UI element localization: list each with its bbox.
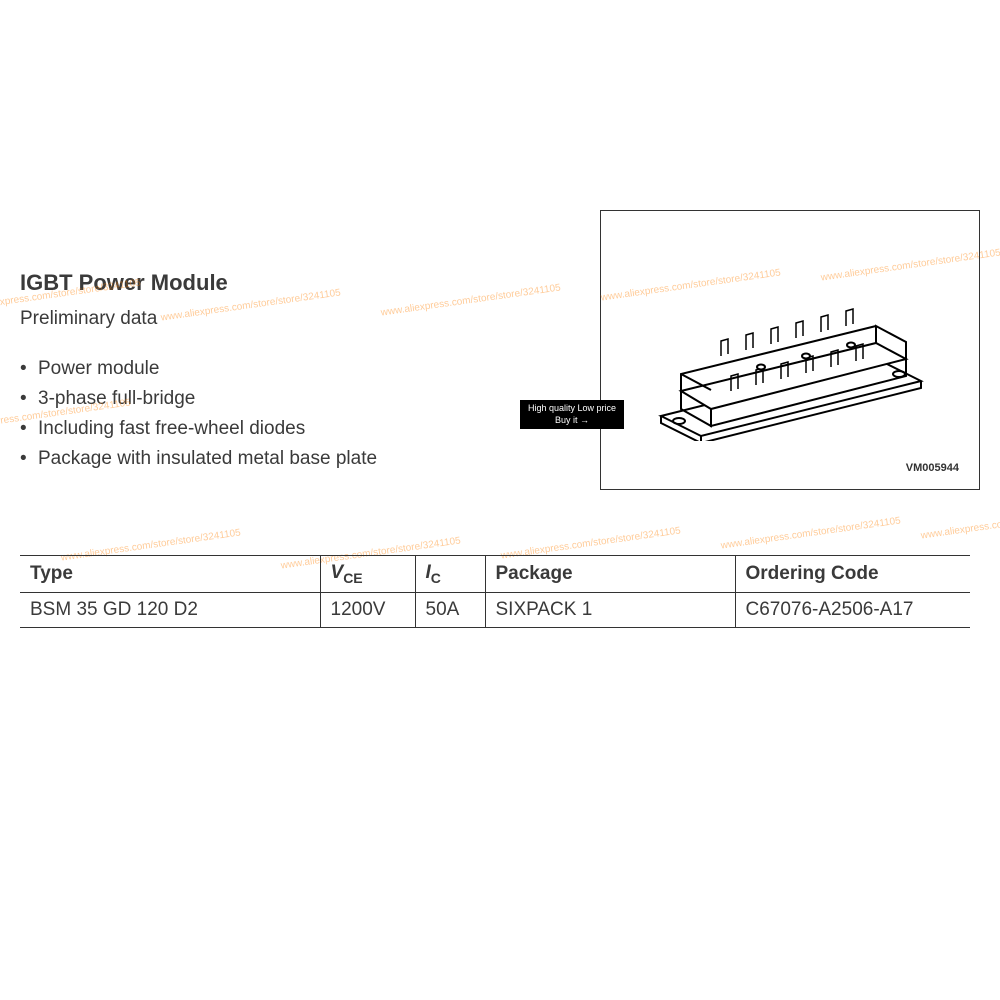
module-image-box: VM005944 <box>600 210 980 490</box>
column-header-type: Type <box>20 556 320 593</box>
feature-item: 3-phase full-bridge <box>38 388 500 410</box>
cell-ic: 50A <box>415 592 485 627</box>
cell-code: C67076-A2506-A17 <box>735 592 970 627</box>
watermark: www.aliexpress.com/store/store/3241105 <box>720 515 901 551</box>
cell-package: SIXPACK 1 <box>485 592 735 627</box>
module-drawing <box>631 261 951 441</box>
quality-label: High quality Low price Buy it → <box>520 400 624 429</box>
cell-type: BSM 35 GD 120 D2 <box>20 592 320 627</box>
features-list: Power module 3-phase full-bridge Includi… <box>20 358 500 470</box>
page-subtitle: Preliminary data <box>20 308 500 330</box>
drawing-reference: VM005944 <box>906 462 959 474</box>
content-area: IGBT Power Module Preliminary data Power… <box>20 270 980 478</box>
feature-item: Power module <box>38 358 500 380</box>
table-header-row: Type VCE IC Package Ordering Code <box>20 556 970 593</box>
column-header-ic: IC <box>415 556 485 593</box>
column-header-vce: VCE <box>320 556 415 593</box>
column-header-code: Ordering Code <box>735 556 970 593</box>
feature-item: Including fast free-wheel diodes <box>38 418 500 440</box>
feature-item: Package with insulated metal base plate <box>38 448 500 470</box>
quality-label-line2: Buy it → <box>528 415 616 427</box>
watermark: www.aliexpress.com/store/store/3241105 <box>920 505 1000 541</box>
quality-label-line1: High quality Low price <box>528 403 616 415</box>
column-header-package: Package <box>485 556 735 593</box>
text-section: IGBT Power Module Preliminary data Power… <box>20 270 500 478</box>
specifications-table: Type VCE IC Package Ordering Code BSM 35… <box>20 555 970 628</box>
page-title: IGBT Power Module <box>20 270 500 296</box>
table-row: BSM 35 GD 120 D2 1200V 50A SIXPACK 1 C67… <box>20 592 970 627</box>
cell-vce: 1200V <box>320 592 415 627</box>
